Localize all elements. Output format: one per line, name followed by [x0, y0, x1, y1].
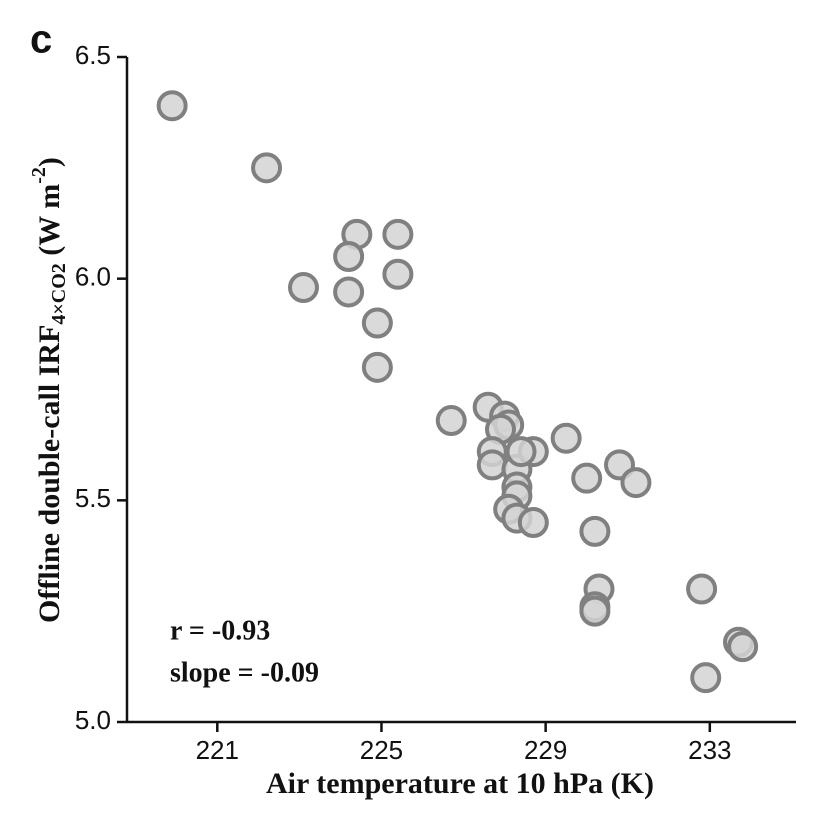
point	[333, 241, 365, 272]
point	[579, 595, 611, 627]
y-tick-label: 6.0	[75, 262, 111, 292]
point	[361, 351, 393, 383]
annotation: r = -0.93	[170, 615, 270, 646]
y-label-unit: (W m	[33, 184, 66, 263]
annotation: slope = -0.09	[170, 657, 319, 688]
point	[361, 307, 393, 339]
point	[476, 449, 508, 481]
point	[579, 515, 611, 547]
y-tick-label: 5.0	[75, 705, 111, 735]
y-label-close: )	[33, 157, 66, 167]
y-label-sup: -2	[28, 167, 50, 184]
point	[382, 258, 414, 290]
point	[517, 507, 549, 538]
x-tick-label: 225	[360, 735, 403, 765]
point	[550, 422, 582, 454]
point	[251, 152, 283, 184]
point	[505, 436, 537, 468]
panel-label: c	[30, 18, 52, 62]
y-label-sub: 4×CO2	[48, 263, 70, 324]
point	[287, 272, 319, 304]
point	[382, 218, 414, 250]
y-tick-label: 6.5	[75, 40, 111, 70]
point	[727, 631, 759, 663]
y-tick-label: 5.5	[75, 483, 111, 513]
point	[435, 405, 467, 437]
point	[690, 662, 722, 694]
x-tick-label: 233	[688, 735, 731, 765]
x-tick-label: 221	[196, 735, 239, 765]
x-tick-label: 229	[524, 735, 567, 765]
x-axis-label: Air temperature at 10 hPa (K)	[266, 767, 654, 800]
point	[686, 573, 718, 605]
point	[156, 90, 188, 122]
point	[571, 462, 603, 494]
point	[620, 467, 652, 499]
y-axis-label: Offline double-call IRF4×CO2 (W m-2)	[28, 157, 70, 623]
point	[333, 276, 365, 308]
y-label-main: Offline double-call IRF	[33, 325, 66, 623]
